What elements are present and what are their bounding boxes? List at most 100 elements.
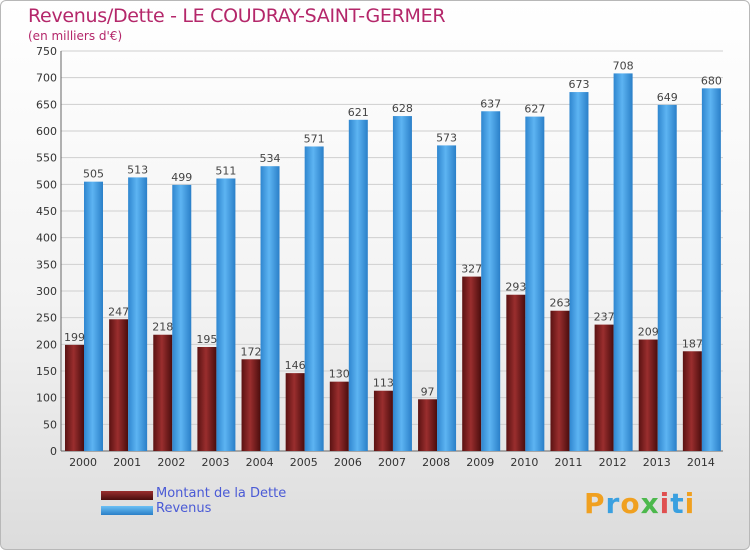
- x-tick-label: 2003: [201, 456, 229, 469]
- bar-revenus-2002: [172, 184, 192, 451]
- bar-dette-2009: [462, 276, 482, 451]
- x-tick-label: 2006: [334, 456, 362, 469]
- chart-title: Revenus/Dette - LE COUDRAY-SAINT-GERMER: [28, 5, 446, 27]
- bar-dette-2005: [285, 373, 305, 451]
- label-dette-2009: 327: [461, 263, 482, 276]
- proxiti-logo: Proxiti: [584, 487, 695, 520]
- y-tick-label: 150: [36, 365, 57, 378]
- x-tick-label: 2000: [69, 456, 97, 469]
- logo-letter-4: i: [659, 487, 671, 520]
- bar-dette-2006: [329, 381, 349, 451]
- logo-letter-1: r: [605, 487, 621, 520]
- bar-revenus-2004: [260, 166, 280, 451]
- x-tick-label: 2011: [555, 456, 583, 469]
- x-tick-label: 2005: [290, 456, 318, 469]
- label-revenus-2014: 680: [701, 74, 722, 87]
- bar-dette-2010: [506, 294, 526, 451]
- x-tick-label: 2007: [378, 456, 406, 469]
- label-revenus-2006: 621: [348, 106, 369, 119]
- label-dette-2001: 247: [108, 305, 129, 318]
- label-dette-2011: 263: [549, 297, 570, 310]
- label-dette-2014: 187: [682, 337, 703, 350]
- legend-label-revenus: Revenus: [156, 501, 212, 516]
- label-revenus-2003: 511: [215, 164, 236, 177]
- label-dette-2002: 218: [152, 321, 173, 334]
- label-revenus-2012: 708: [613, 59, 634, 72]
- x-tick-label: 2010: [510, 456, 538, 469]
- x-tick-label: 2001: [113, 456, 141, 469]
- x-tick-label: 2004: [246, 456, 274, 469]
- x-tick-label: 2002: [157, 456, 185, 469]
- bar-revenus-2001: [128, 177, 148, 451]
- bar-dette-2004: [241, 359, 261, 451]
- x-tick-label: 2012: [599, 456, 627, 469]
- bar-dette-2001: [109, 319, 129, 451]
- legend-swatch-dette: [101, 491, 153, 500]
- bar-revenus-2012: [613, 73, 633, 452]
- bar-revenus-2008: [437, 145, 457, 451]
- label-revenus-2004: 534: [260, 152, 281, 165]
- bar-dette-2003: [197, 347, 217, 451]
- y-tick-label: 700: [36, 72, 57, 85]
- bar-revenus-2011: [569, 92, 589, 452]
- bar-revenus-2005: [304, 146, 324, 451]
- y-tick-label: 450: [36, 205, 57, 218]
- bar-dette-2013: [638, 339, 658, 451]
- y-tick-label: 500: [36, 178, 57, 191]
- label-revenus-2008: 573: [436, 131, 457, 144]
- bar-dette-2012: [594, 324, 614, 451]
- label-dette-2010: 293: [505, 281, 526, 294]
- y-tick-label: 350: [36, 258, 57, 271]
- y-tick-label: 650: [36, 98, 57, 111]
- bar-revenus-2007: [392, 116, 412, 452]
- label-revenus-2000: 505: [83, 168, 104, 181]
- label-revenus-2010: 627: [524, 103, 545, 116]
- y-tick-label: 250: [36, 312, 57, 325]
- label-dette-2004: 172: [241, 345, 262, 358]
- label-revenus-2011: 673: [568, 78, 589, 91]
- y-tick-label: 50: [43, 418, 57, 431]
- chart-subtitle: (en milliers d'€): [28, 29, 123, 43]
- logo-letter-3: x: [640, 487, 660, 520]
- x-tick-label: 2013: [643, 456, 671, 469]
- label-revenus-2005: 571: [304, 132, 325, 145]
- bar-revenus-2006: [348, 119, 368, 452]
- bar-revenus-2014: [701, 88, 721, 451]
- y-tick-label: 300: [36, 285, 57, 298]
- label-revenus-2007: 628: [392, 102, 413, 115]
- bar-dette-2011: [550, 310, 570, 451]
- bar-dette-2007: [373, 390, 393, 451]
- bar-dette-2008: [418, 399, 438, 451]
- bar-dette-2014: [682, 351, 702, 451]
- y-tick-label: 400: [36, 232, 57, 245]
- y-tick-label: 550: [36, 152, 57, 165]
- label-revenus-2009: 637: [480, 97, 501, 110]
- label-revenus-2013: 649: [657, 91, 678, 104]
- x-tick-label: 2014: [687, 456, 715, 469]
- label-dette-2003: 195: [196, 333, 217, 346]
- y-tick-label: 750: [36, 45, 57, 58]
- label-dette-2013: 209: [638, 326, 659, 339]
- y-tick-label: 0: [50, 445, 57, 458]
- value-labels: 199 505 247 513 218 499 195 511 172 534 146 571 130 6…: [64, 59, 722, 398]
- bar-revenus-2009: [481, 111, 501, 452]
- logo-letter-5: t: [670, 487, 685, 520]
- y-tick-label: 100: [36, 392, 57, 405]
- bar-revenus-2013: [657, 104, 677, 451]
- label-dette-2000: 199: [64, 331, 85, 344]
- logo-letter-6: i: [684, 487, 696, 520]
- bar-dette-2000: [65, 344, 84, 451]
- bar-revenus-2010: [525, 116, 545, 451]
- bars: [65, 73, 721, 452]
- bar-revenus-2000: [84, 181, 103, 451]
- label-revenus-2001: 513: [127, 163, 148, 176]
- bar-revenus-2003: [216, 178, 236, 451]
- label-dette-2007: 113: [373, 377, 394, 390]
- y-tick-label: 200: [36, 338, 57, 351]
- logo-letter-0: P: [584, 487, 606, 520]
- y-tick-label: 600: [36, 125, 57, 138]
- legend-label-dette: Montant de la Dette: [156, 486, 287, 501]
- x-tick-label: 2008: [422, 456, 450, 469]
